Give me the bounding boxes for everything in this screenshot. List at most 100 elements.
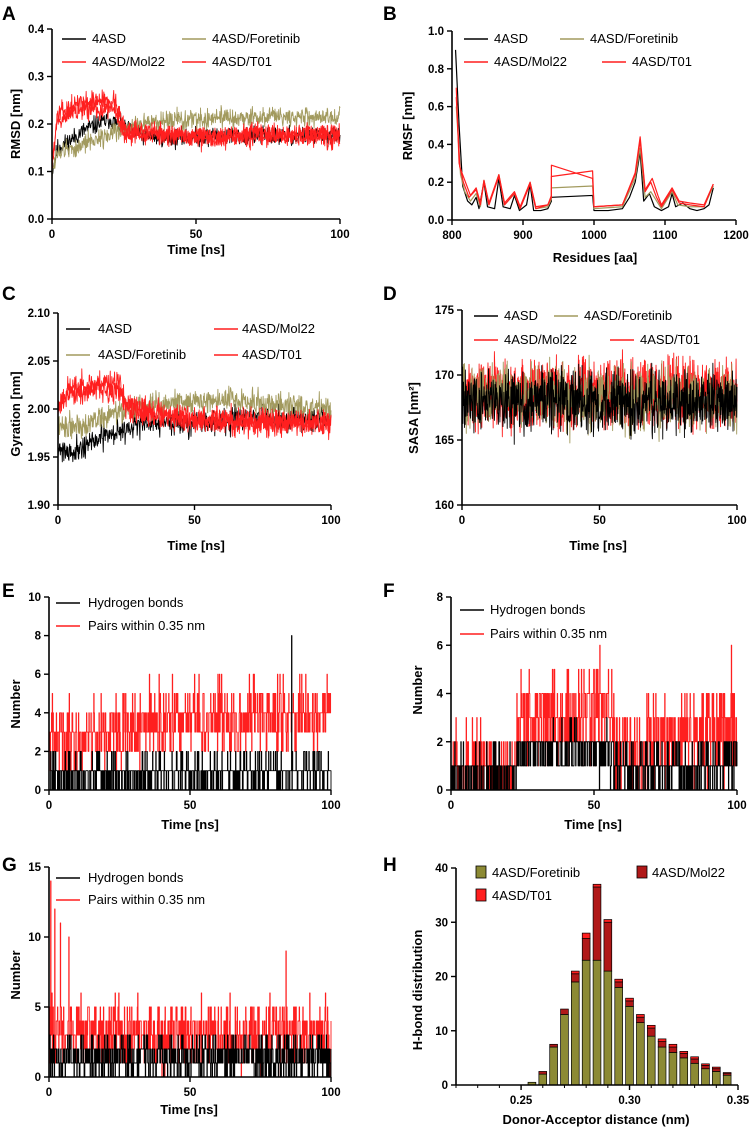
y-tick-label: 10: [28, 592, 41, 604]
y-tick-label: 0.6: [428, 102, 444, 114]
series-line-hydrogen-bonds: [48, 635, 332, 791]
y-tick-label: 4: [437, 689, 444, 701]
bar-4asd-mol22-15: [690, 1058, 699, 1064]
x-axis-title: Time [ns]: [160, 1102, 218, 1117]
bar-4asd-foretinib-5: [581, 959, 591, 1086]
panel-letter-d: D: [383, 284, 397, 305]
legend-label-4asd: 4ASD: [494, 31, 528, 46]
x-tick-label: 0.35: [727, 1095, 750, 1107]
x-tick-label: 50: [593, 515, 606, 527]
bar-4asd-t01-13: [668, 1043, 678, 1048]
x-tick-label: 50: [188, 515, 201, 527]
panel-letter-a: A: [2, 4, 16, 25]
series-line-4asd-t01: [455, 97, 714, 208]
panel-c-gyration-chart: C 1.90 1.95 2.00 2.05 2.10 0 50 100 Time [ns] G…: [2, 284, 341, 553]
series-line-4asd-t01: [57, 377, 332, 439]
bar-4asd-t01-6: [592, 883, 602, 888]
bar-4asd-foretinib-9: [625, 1005, 634, 1086]
legend-swatch-mol22: [636, 865, 648, 879]
bar-4asd-foretinib-12: [657, 1046, 667, 1086]
legend-label-pairs: Pairs within 0.35 nm: [88, 618, 205, 633]
bar-4asd-t01-5: [581, 932, 591, 939]
legend-label-t01: 4ASD/T01: [242, 347, 302, 362]
bar-4asd-t01-10: [636, 1014, 645, 1018]
y-tick-label: 0.1: [28, 167, 45, 179]
y-axis-title: Gyration [nm]: [8, 371, 23, 456]
bar-4asd-t01-7: [603, 919, 613, 923]
x-tick-label: 0: [459, 515, 465, 527]
bar-4asd-foretinib-6: [592, 959, 602, 1086]
bar-4asd-mol22-3: [560, 1008, 569, 1015]
y-tick-label: 160: [435, 500, 454, 512]
y-tick-label: 1.90: [28, 500, 50, 512]
series-line-4asd-foretinib: [51, 105, 341, 180]
y-tick-label: 10: [435, 1026, 448, 1038]
panel-h-hbond-distribution-chart: H 0 10 20 30 40 0.25 0.30 0.35 Donor-Acceptor d…: [383, 855, 750, 1127]
bar-4asd-mol22-7: [603, 921, 613, 972]
x-tick-label: 1100: [653, 230, 678, 242]
panel-f-hbond-chart: F 0 2 4 6 8 0 50 100 Time [ns] Number Hydrogen …: [383, 581, 747, 832]
legend-swatch-t01: [475, 888, 487, 902]
panel-letter-f: F: [383, 581, 395, 602]
panel-g-hbond-chart: G 0 5 10 15 0 50 100 Time [ns] Number Hydrogen…: [2, 855, 341, 1117]
bar-4asd-mol22-9: [625, 1000, 634, 1007]
x-tick-label: 50: [184, 800, 197, 812]
bar-4asd-mol22-16: [701, 1065, 710, 1070]
legend-label-foretinib: 4ASD/Foretinib: [212, 31, 300, 46]
panel-d-sasa-chart: D 160 165 170 175 0 50 100 Time [ns] SASA [nm²…: [383, 284, 747, 553]
legend-label-hbonds: Hydrogen bonds: [490, 602, 586, 617]
legend-label-mol22: 4ASD/Mol22: [92, 54, 165, 69]
x-tick-label: 50: [184, 1087, 197, 1099]
legend-label-mol22: 4ASD/Mol22: [652, 865, 725, 880]
legend-label-t01: 4ASD/T01: [632, 54, 692, 69]
panel-b-rmsf-chart: B 0.0 0.2 0.4 0.6 0.8 1.0 800 900 1000 1100 1200 R…: [383, 4, 749, 265]
bar-4asd-foretinib-15: [690, 1062, 699, 1086]
x-axis-title: Time [ns]: [167, 538, 225, 553]
y-tick-label: 2.10: [28, 308, 50, 320]
y-tick-label: 0: [437, 785, 443, 797]
bar-4asd-foretinib-3: [560, 1014, 569, 1086]
x-tick-label: 100: [321, 800, 340, 812]
y-tick-label: 175: [435, 305, 455, 317]
x-tick-label: 800: [442, 230, 461, 242]
y-tick-label: 0.2: [428, 177, 444, 189]
x-tick-label: 0.25: [510, 1095, 533, 1107]
y-tick-label: 2.00: [28, 404, 50, 416]
bar-4asd-t01-16: [701, 1063, 710, 1066]
y-tick-label: 0: [442, 1080, 448, 1092]
y-tick-label: 1.0: [428, 26, 444, 38]
bar-4asd-foretinib-16: [701, 1068, 710, 1086]
y-tick-label: 0: [35, 785, 41, 797]
x-tick-label: 100: [330, 229, 349, 241]
series-line-4asd-foretinib: [461, 354, 738, 444]
legend: 4ASD 4ASD/Foretinib 4ASD/Mol22 4ASD/T01: [62, 31, 300, 69]
x-tick-label: 50: [588, 800, 601, 812]
series-line-4asd-mol22: [455, 87, 714, 210]
y-tick-label: 4: [35, 708, 42, 720]
bar-4asd-foretinib-10: [636, 1022, 645, 1086]
bar-4asd-t01-17: [712, 1066, 721, 1070]
y-tick-label: 0.3: [28, 72, 44, 84]
bar-4asd-foretinib-8: [614, 986, 623, 1086]
y-tick-label: 0: [35, 1072, 41, 1084]
legend: 4ASD/Foretinib 4ASD/Mol22 4ASD/T01: [475, 865, 725, 903]
bar-4asd-mol22-14: [679, 1053, 689, 1059]
series-line-pairs-within-0-35-nm: [48, 673, 332, 772]
x-axis-title: Time [ns]: [161, 817, 219, 832]
bar-4asd-mol22-5: [581, 938, 591, 961]
bar-4asd-t01-18: [722, 1072, 732, 1074]
legend-label-pairs: Pairs within 0.35 nm: [490, 626, 607, 641]
x-tick-label: 0: [448, 800, 454, 812]
legend-label-mol22: 4ASD/Mol22: [494, 54, 567, 69]
x-tick-label: 50: [190, 229, 203, 241]
bar-4asd-mol22-1: [538, 1071, 548, 1075]
legend-label-hbonds: Hydrogen bonds: [88, 595, 184, 610]
x-tick-label: 1200: [723, 230, 749, 242]
y-axis-title: Number: [410, 665, 425, 714]
legend: 4ASD 4ASD/Foretinib 4ASD/Mol22 4ASD/T01: [464, 31, 692, 69]
legend: Hydrogen bonds Pairs within 0.35 nm: [56, 595, 205, 633]
x-axis-title: Time [ns]: [569, 538, 627, 553]
bar-4asd-mol22-8: [614, 981, 623, 988]
